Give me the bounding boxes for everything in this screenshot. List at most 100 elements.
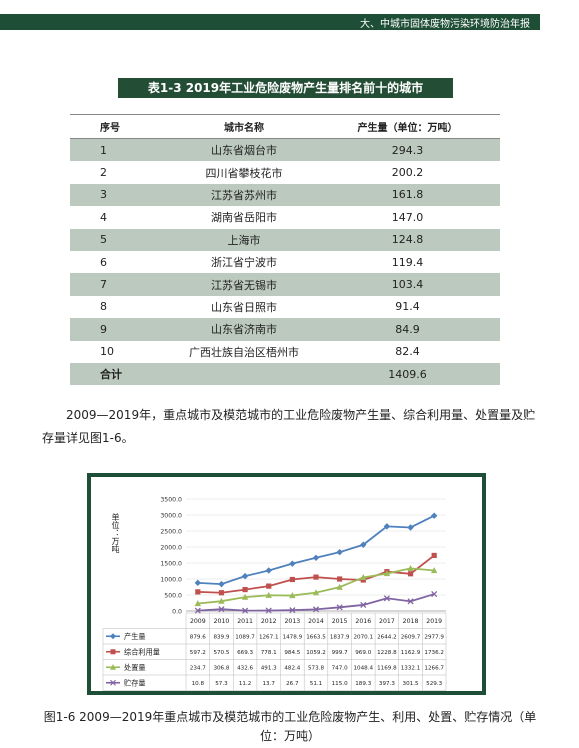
series-line [197, 554, 435, 594]
data-point-marker [194, 607, 201, 614]
series-line [197, 567, 435, 605]
data-label: 879.6 [190, 635, 206, 641]
data-point-marker [430, 512, 438, 519]
x-tick-label: 2013 [284, 618, 300, 625]
table-title: 表1-3 2019年工业危险废物产生量排名前十的城市 [118, 78, 453, 98]
city-cell: 广西壮族自治区梧州市 [189, 345, 299, 359]
data-point-marker [289, 560, 296, 567]
data-point-marker [312, 606, 320, 613]
data-point-marker [241, 593, 249, 600]
y-axis-label: 单位：万吨 [111, 513, 120, 553]
rank-cell: 9 [70, 318, 173, 341]
data-label: 57.3 [215, 681, 228, 687]
data-label: 11.2 [239, 681, 251, 687]
data-label: 482.4 [284, 666, 300, 672]
data-label: 529.3 [426, 681, 442, 687]
rank-cell: 6 [100, 255, 107, 269]
value-cell: 91.4 [395, 300, 420, 314]
data-point-marker [218, 580, 225, 588]
x-tick-label: 2019 [426, 618, 442, 625]
table-total-row: 合计 1409.6 [70, 362, 500, 386]
data-label: 747.0 [332, 666, 348, 672]
value-cell: 82.4 [395, 345, 420, 359]
figure-frame: 单位：万吨 3500.0 3000.0 2500.0 2000.0 1500.0 1000… [87, 473, 486, 695]
data-label: 1267.1 [259, 635, 279, 641]
value-cell: 147.0 [391, 210, 424, 224]
data-label: 1266.7 [424, 666, 444, 672]
legend-key-marker [110, 664, 116, 670]
ranking-table: 序号 城市名称 产生量（单位：万吨） 1 山东省烟台市 294.3 2 四川省攀枝花市… [70, 114, 500, 386]
table-row: 8 山东省日照市 91.4 [70, 296, 500, 318]
data-point-marker [383, 595, 390, 602]
value-cell: 200.2 [391, 166, 424, 180]
data-point-marker [194, 579, 202, 587]
data-point-marker [194, 600, 202, 607]
data-label: 301.5 [403, 681, 419, 687]
table-row: 7 江苏省无锡市 103.4 [70, 273, 500, 296]
data-label: 1478.9 [283, 635, 303, 641]
data-label: 1663.5 [306, 635, 326, 641]
data-label: 1736.2 [424, 650, 444, 656]
legend-key-marker [110, 649, 116, 655]
data-label: 432.6 [237, 666, 253, 672]
legend-label: 综合利用量 [124, 647, 160, 656]
body-paragraph: 2009—2019年，重点城市及模范城市的工业危险废物产生量、综合利用量、处置量… [42, 408, 536, 445]
legend-key-marker [110, 679, 116, 686]
x-tick-label: 2015 [332, 618, 348, 625]
data-label: 189.3 [355, 681, 371, 687]
header-title: 大、中城市固体废物污染环境防治年报 [360, 19, 530, 30]
table-row: 6 浙江省宁波市 119.4 [70, 251, 500, 273]
data-label: 491.3 [261, 666, 277, 672]
table-header-row: 序号 城市名称 产生量（单位：万吨） [70, 114, 500, 139]
col-header-value: 产生量（单位：万吨） [315, 114, 500, 139]
city-cell: 上海市 [173, 228, 315, 251]
x-tick-label: 2012 [261, 618, 277, 625]
rank-cell: 8 [100, 300, 107, 314]
data-point-marker [289, 592, 296, 599]
table-row: 4 湖南省岳阳市 147.0 [70, 206, 500, 228]
data-label: 1162.9 [401, 650, 421, 656]
city-cell: 山东省烟台市 [173, 138, 315, 162]
y-tick-label: 1000.0 [160, 577, 182, 584]
data-point-marker [265, 591, 272, 598]
data-point-marker [218, 590, 225, 596]
data-label: 999.7 [332, 650, 348, 656]
data-point-marker [218, 597, 225, 604]
value-cell: 294.3 [315, 138, 500, 162]
data-point-marker [266, 583, 272, 589]
data-point-marker [383, 570, 391, 577]
data-point-marker [430, 567, 438, 574]
x-tick-label: 2009 [190, 618, 206, 625]
value-cell: 161.8 [315, 183, 500, 207]
data-point-marker [241, 572, 249, 580]
data-label: 2644.2 [377, 635, 397, 641]
data-label: 1228.8 [377, 650, 397, 656]
data-point-marker [431, 552, 437, 559]
data-label: 1059.2 [306, 650, 326, 656]
data-point-marker [312, 554, 320, 561]
line-chart: 3500.0 3000.0 2500.0 2000.0 1500.0 1000.0 500.… [102, 497, 447, 691]
data-label: 573.8 [308, 666, 324, 672]
y-tick-label: 0.0 [172, 609, 182, 616]
data-point-marker [337, 576, 343, 582]
value-cell: 103.4 [315, 273, 500, 296]
data-point-marker [242, 586, 248, 593]
data-label: 969.0 [355, 650, 371, 656]
data-point-marker [360, 574, 367, 581]
data-point-marker [431, 591, 438, 598]
data-label: 1048.4 [353, 666, 373, 672]
total-value: 1409.6 [315, 362, 500, 386]
total-spacer [173, 362, 315, 386]
rank-cell: 2 [100, 166, 107, 180]
table-row: 5 上海市 124.8 [70, 228, 500, 251]
data-label: 669.3 [237, 650, 253, 656]
data-point-marker [289, 607, 296, 614]
city-cell: 山东省济南市 [173, 318, 315, 341]
data-label: 1169.8 [377, 666, 397, 672]
data-point-marker [407, 524, 414, 531]
legend-label: 处置量 [124, 663, 146, 672]
data-point-marker [407, 571, 414, 577]
data-point-marker [383, 523, 391, 530]
data-label: 570.5 [213, 650, 229, 656]
data-label: 597.2 [190, 650, 206, 656]
